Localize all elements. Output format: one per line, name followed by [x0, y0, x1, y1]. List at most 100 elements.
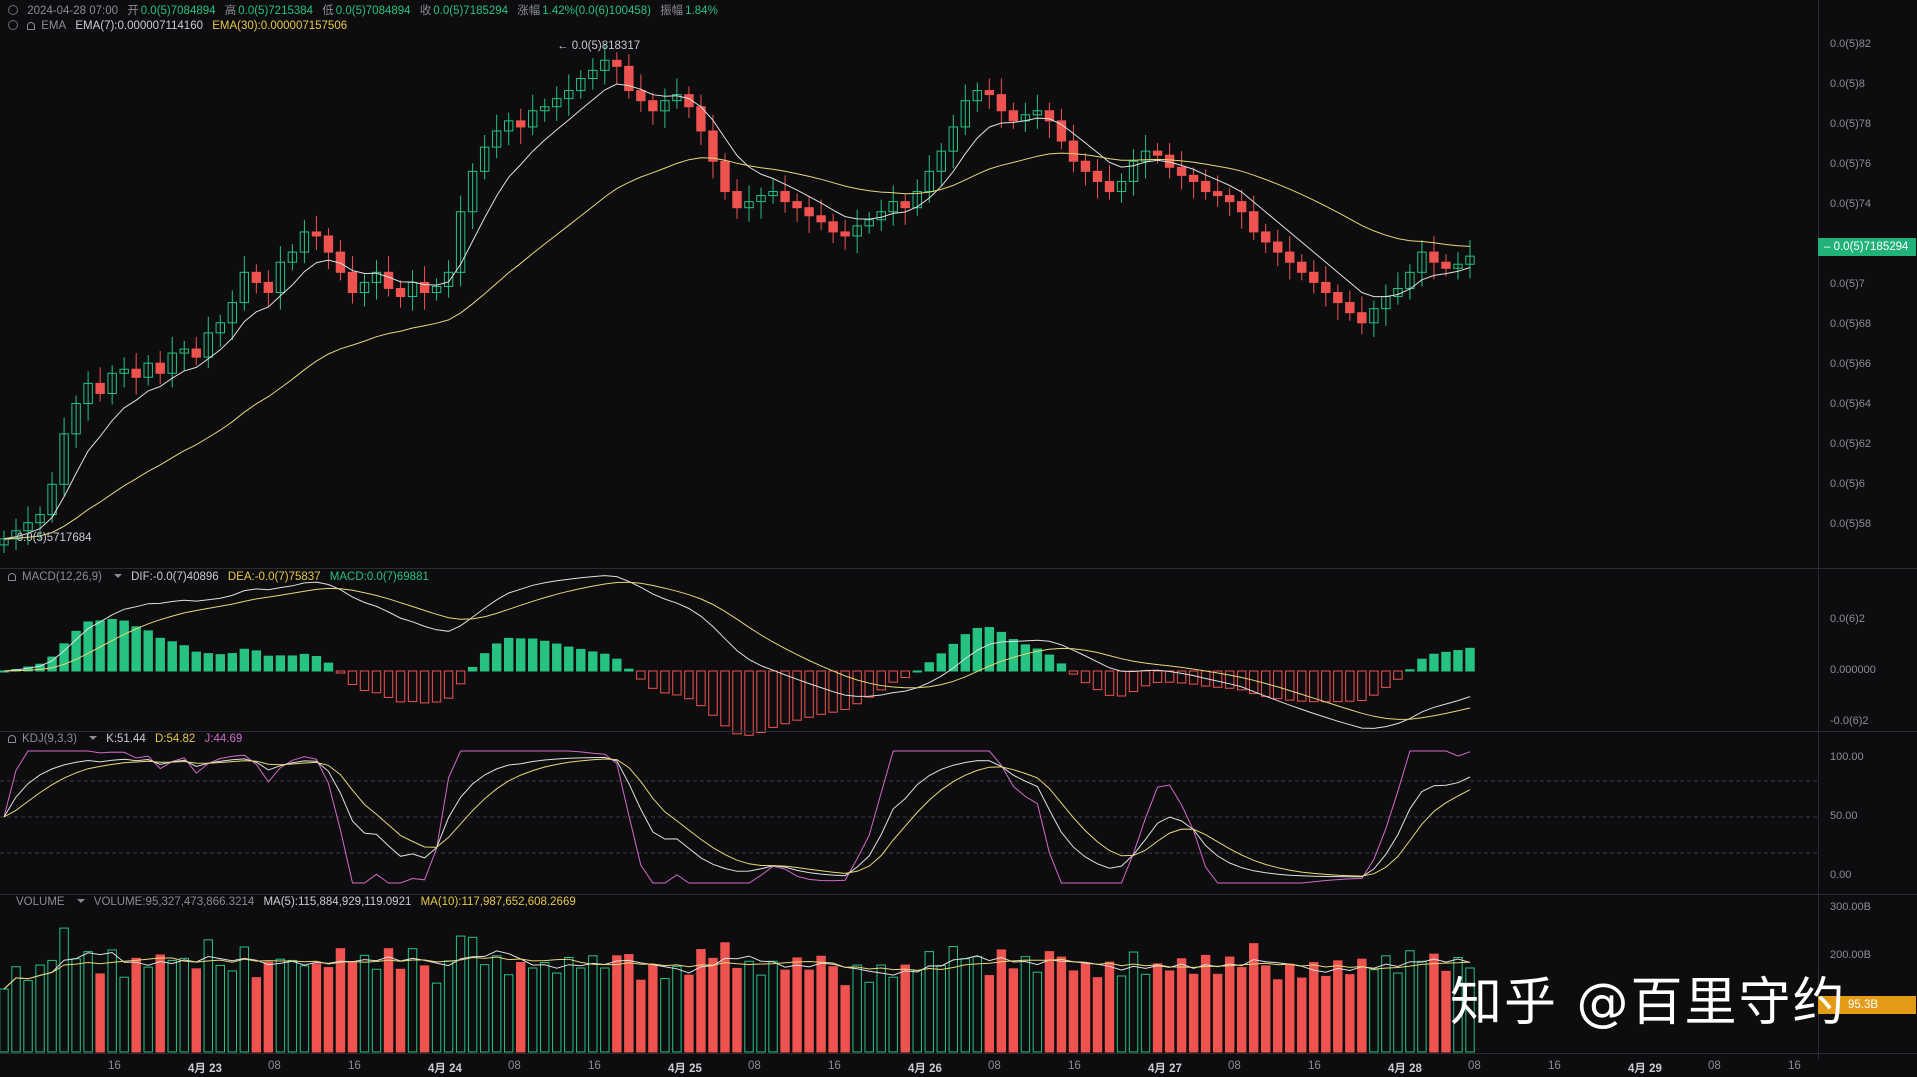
- macd-histogram-bar: [1212, 670, 1223, 688]
- volume-bar: [383, 948, 394, 1053]
- candle-body: [996, 94, 1007, 112]
- macd-histogram-bar: [275, 655, 286, 672]
- volume-bar: [275, 958, 286, 1053]
- candle-body: [1333, 292, 1343, 304]
- ema-legend: EMA EMA(7):0.000007114160 EMA(30):0.0000…: [8, 20, 353, 32]
- candle-body: [287, 251, 298, 263]
- macd-histogram-bar: [419, 670, 430, 704]
- candle-body: [431, 285, 442, 294]
- volume-bar: [515, 962, 526, 1053]
- high-value: 0.0(5)7215384: [238, 5, 314, 17]
- volume-bar: [828, 966, 838, 1053]
- macd-histogram-bar: [1297, 670, 1307, 702]
- volume-bar: [323, 967, 334, 1053]
- open-label: 开: [127, 5, 139, 17]
- candle-body: [768, 191, 778, 197]
- candle-body: [552, 98, 562, 108]
- ema-visibility-eye-icon[interactable]: [8, 20, 18, 30]
- macd-histogram-bar: [1128, 670, 1139, 692]
- candle-body: [960, 100, 971, 128]
- macd-histogram-bar: [1321, 670, 1331, 703]
- volume-bar: [876, 964, 886, 1053]
- volume-bar: [1453, 957, 1463, 1053]
- candle-body: [191, 348, 201, 358]
- volume-bar: [1164, 970, 1175, 1053]
- macd-histogram-bar: [1164, 670, 1175, 683]
- candle-body: [1441, 261, 1451, 269]
- macd-histogram-bar: [804, 670, 814, 718]
- kdj-alert-bell-icon[interactable]: [8, 735, 16, 743]
- volume-bar: [107, 949, 117, 1053]
- macd-histogram-bar: [744, 670, 754, 736]
- candle-body: [1261, 231, 1271, 243]
- time-tick-11: 08: [988, 1060, 1001, 1072]
- change-value: 1.42%(0.0(6)100458): [542, 5, 651, 17]
- macd-histogram-bar: [467, 666, 478, 672]
- volume-dropdown-chevron-icon[interactable]: [76, 899, 85, 903]
- ema-indicator-name[interactable]: EMA: [41, 20, 67, 32]
- price-tick-2: 0.0(5)78: [1830, 118, 1871, 130]
- volume-time-separator: [0, 1053, 1917, 1054]
- current-price-value: 0.0(5)7185294: [1833, 241, 1909, 253]
- candle-body: [864, 219, 874, 227]
- volume-indicator-name[interactable]: VOLUME: [16, 896, 65, 908]
- candle-body: [1417, 251, 1427, 273]
- candle-body: [672, 94, 682, 102]
- volume-bar: [119, 976, 129, 1053]
- macd-histogram-bar: [960, 634, 971, 672]
- volume-bar: [263, 961, 274, 1053]
- kdj-tick-1: 50.00: [1830, 810, 1858, 822]
- macd-histogram-bar: [263, 655, 274, 672]
- macd-histogram-bar: [107, 618, 117, 672]
- kdj-indicator-name[interactable]: KDJ(9,3,3): [22, 733, 77, 745]
- kdj-dropdown-chevron-icon[interactable]: [88, 736, 97, 740]
- macd-histogram-bar: [1140, 670, 1151, 687]
- change-label: 涨幅: [517, 5, 541, 17]
- macd-histogram-bar: [528, 638, 538, 672]
- volume-bar: [744, 960, 754, 1053]
- volume-bar: [347, 962, 358, 1053]
- price-tick-11: 0.0(5)6: [1830, 478, 1865, 490]
- candle-body: [35, 514, 45, 524]
- volume-bar: [768, 960, 778, 1053]
- candle-body: [227, 302, 238, 324]
- candle-body: [95, 382, 105, 394]
- volume-bar: [239, 946, 250, 1053]
- volume-bar: [1393, 972, 1403, 1053]
- macd-alert-bell-icon[interactable]: [8, 573, 16, 581]
- candle-body: [443, 271, 454, 287]
- watermark-text: 知乎 @百里守约: [1450, 973, 1847, 1033]
- volume-bar: [972, 956, 983, 1053]
- macd-tick-2: -0.0(6)2: [1830, 715, 1869, 727]
- candle-body: [299, 231, 310, 253]
- volume-bar: [419, 965, 430, 1053]
- candle-body: [491, 130, 502, 148]
- volume-bar: [167, 959, 177, 1053]
- volume-bar: [155, 954, 165, 1053]
- volume-bar: [924, 951, 934, 1053]
- macd-histogram-bar: [323, 662, 334, 672]
- candle-body: [588, 69, 598, 79]
- ema-alert-bell-icon[interactable]: [27, 22, 36, 30]
- macd-histogram-bar: [540, 640, 550, 672]
- macd-histogram-bar: [888, 670, 898, 683]
- visibility-eye-icon[interactable]: [8, 5, 18, 15]
- candle-body: [107, 372, 117, 394]
- candle-body: [972, 90, 983, 102]
- volume-bar: [443, 960, 454, 1053]
- candle-body: [828, 221, 838, 233]
- volume-bar: [479, 964, 490, 1053]
- volume-bar: [1273, 979, 1283, 1053]
- candle-body: [720, 160, 730, 193]
- volume-bar: [1465, 967, 1475, 1053]
- macd-dropdown-chevron-icon[interactable]: [113, 574, 122, 578]
- time-tick-5: 08: [508, 1060, 521, 1072]
- candle-body: [1285, 251, 1295, 263]
- macd-indicator-name[interactable]: MACD(12,26,9): [22, 571, 102, 583]
- volume-bar: [1248, 943, 1259, 1053]
- volume-bar: [71, 958, 81, 1053]
- candle-body: [912, 191, 922, 209]
- time-tick-2: 08: [268, 1060, 281, 1072]
- macd-histogram-bar: [732, 670, 742, 735]
